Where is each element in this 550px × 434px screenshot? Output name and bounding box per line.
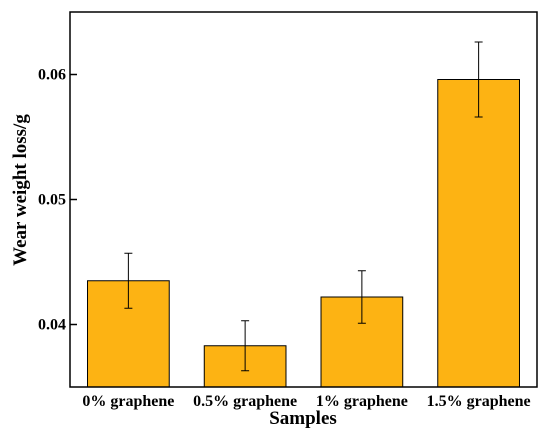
- y-axis-title: Wear weight loss/g: [10, 114, 31, 266]
- error-bars-layer: [124, 41, 483, 372]
- x-tick-labels-layer: 0% graphene 0.5% graphene 1% graphene 1.5% …: [82, 393, 530, 410]
- error-bar-0: [124, 252, 133, 309]
- y-tick-label-1: 0.05: [38, 192, 66, 209]
- x-tick-label-3: 1.5% graphene: [427, 393, 531, 410]
- bar-3: [437, 79, 520, 388]
- error-bar-3: [474, 41, 483, 118]
- bars-layer: [87, 79, 520, 388]
- x-tick-label-0: 0% graphene: [82, 393, 174, 410]
- x-axis-title: Samples: [269, 408, 337, 429]
- y-tick-label-0: 0.04: [38, 317, 66, 334]
- error-bar-2: [357, 270, 366, 324]
- y-tick-label-2: 0.06: [38, 67, 66, 84]
- x-tick-label-2: 1% graphene: [316, 393, 408, 410]
- x-tick-label-1: 0.5% graphene: [193, 393, 297, 410]
- error-bar-1: [241, 320, 250, 372]
- y-ticks-layer: 0.04 0.05 0.06: [38, 67, 77, 334]
